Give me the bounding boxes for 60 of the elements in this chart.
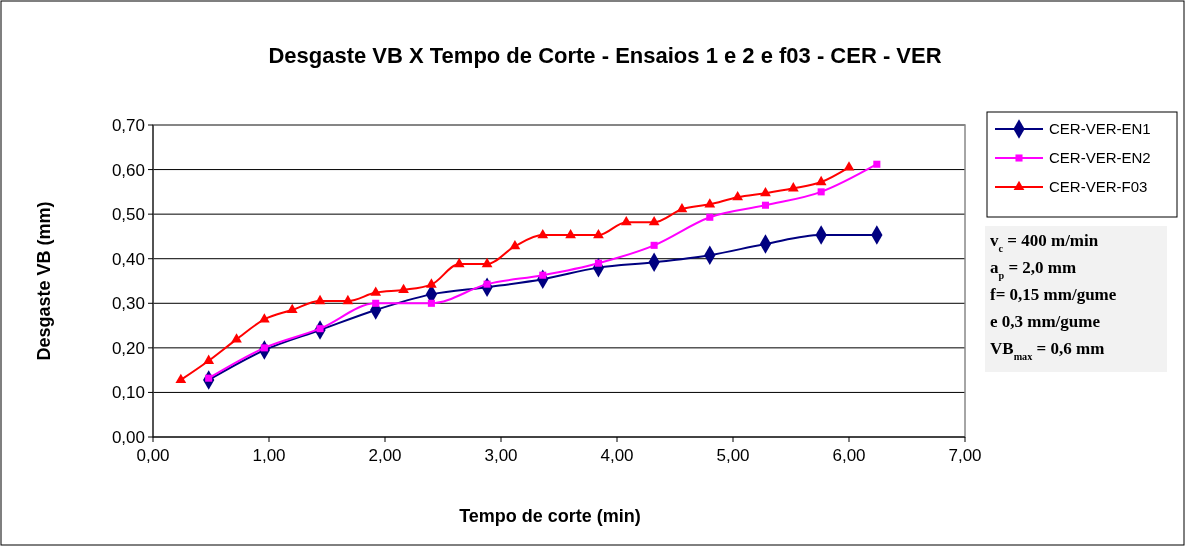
point	[258, 313, 270, 323]
point	[873, 160, 881, 168]
point	[314, 294, 326, 305]
legend-label: CER-VER-EN1	[1049, 120, 1151, 138]
x-tick-label: 6,00	[832, 446, 866, 465]
point	[760, 186, 771, 197]
text: VB$_{max}$ = 0,6 mm	[990, 339, 1105, 362]
point	[342, 294, 354, 305]
point	[426, 278, 437, 288]
point	[175, 373, 187, 384]
point	[565, 228, 576, 239]
y-tick-label: 0,50	[111, 205, 145, 225]
point	[676, 203, 688, 213]
point	[817, 188, 825, 196]
point	[372, 299, 380, 307]
text: v$_{c}$ = 400 m/min	[990, 231, 1099, 254]
y-tick-label: 0,40	[111, 249, 145, 269]
point	[706, 213, 714, 221]
point	[427, 299, 435, 307]
point	[815, 175, 827, 186]
x-tick-label: 1,00	[252, 446, 286, 465]
chart-title: Desgaste VB X Tempo de Corte - Ensaios 1 e 2 e f03 - CER - VER	[268, 43, 942, 68]
point	[453, 257, 465, 268]
point	[761, 201, 770, 209]
x-tick-label: 2,00	[368, 446, 402, 465]
y-tick-label: 0,30	[111, 294, 145, 314]
point	[648, 215, 660, 226]
legend-label: CER-VER-EN2	[1049, 149, 1151, 167]
legend-label: CER-VER-F03	[1049, 178, 1148, 196]
y-tick-label: 0,00	[111, 427, 145, 447]
y-tick-label: 0,70	[111, 115, 145, 135]
point	[398, 283, 409, 294]
point	[231, 333, 242, 343]
point	[286, 303, 298, 314]
text: a$_{p}$ = 2,0 mm	[990, 258, 1077, 281]
x-tick-label: 4,00	[600, 446, 634, 465]
text: e 0,3 mm/gume	[990, 312, 1101, 331]
x-tick-label: 3,00	[484, 446, 518, 465]
text: f= 0,15 mm/gume	[990, 285, 1117, 304]
y-axis-title: Desgaste VB (mm)	[34, 201, 54, 361]
point	[537, 228, 549, 239]
x-tick-label: 7,00	[948, 446, 982, 465]
point	[650, 241, 658, 249]
point	[620, 215, 632, 226]
y-tick-label: 0,60	[111, 160, 145, 180]
point	[594, 259, 602, 267]
x-tick-label: 0,00	[136, 446, 170, 465]
point	[481, 257, 493, 268]
point	[704, 198, 716, 208]
point	[732, 191, 744, 201]
y-tick-label: 0,10	[111, 383, 145, 403]
point	[370, 286, 382, 296]
point	[787, 182, 799, 192]
point	[843, 161, 855, 171]
x-axis-title: Tempo de corte (min)	[459, 506, 641, 526]
point	[593, 228, 604, 239]
point	[203, 354, 215, 364]
x-tick-label: 5,00	[716, 446, 750, 465]
point	[509, 240, 521, 250]
y-tick-label: 0,20	[111, 338, 145, 358]
